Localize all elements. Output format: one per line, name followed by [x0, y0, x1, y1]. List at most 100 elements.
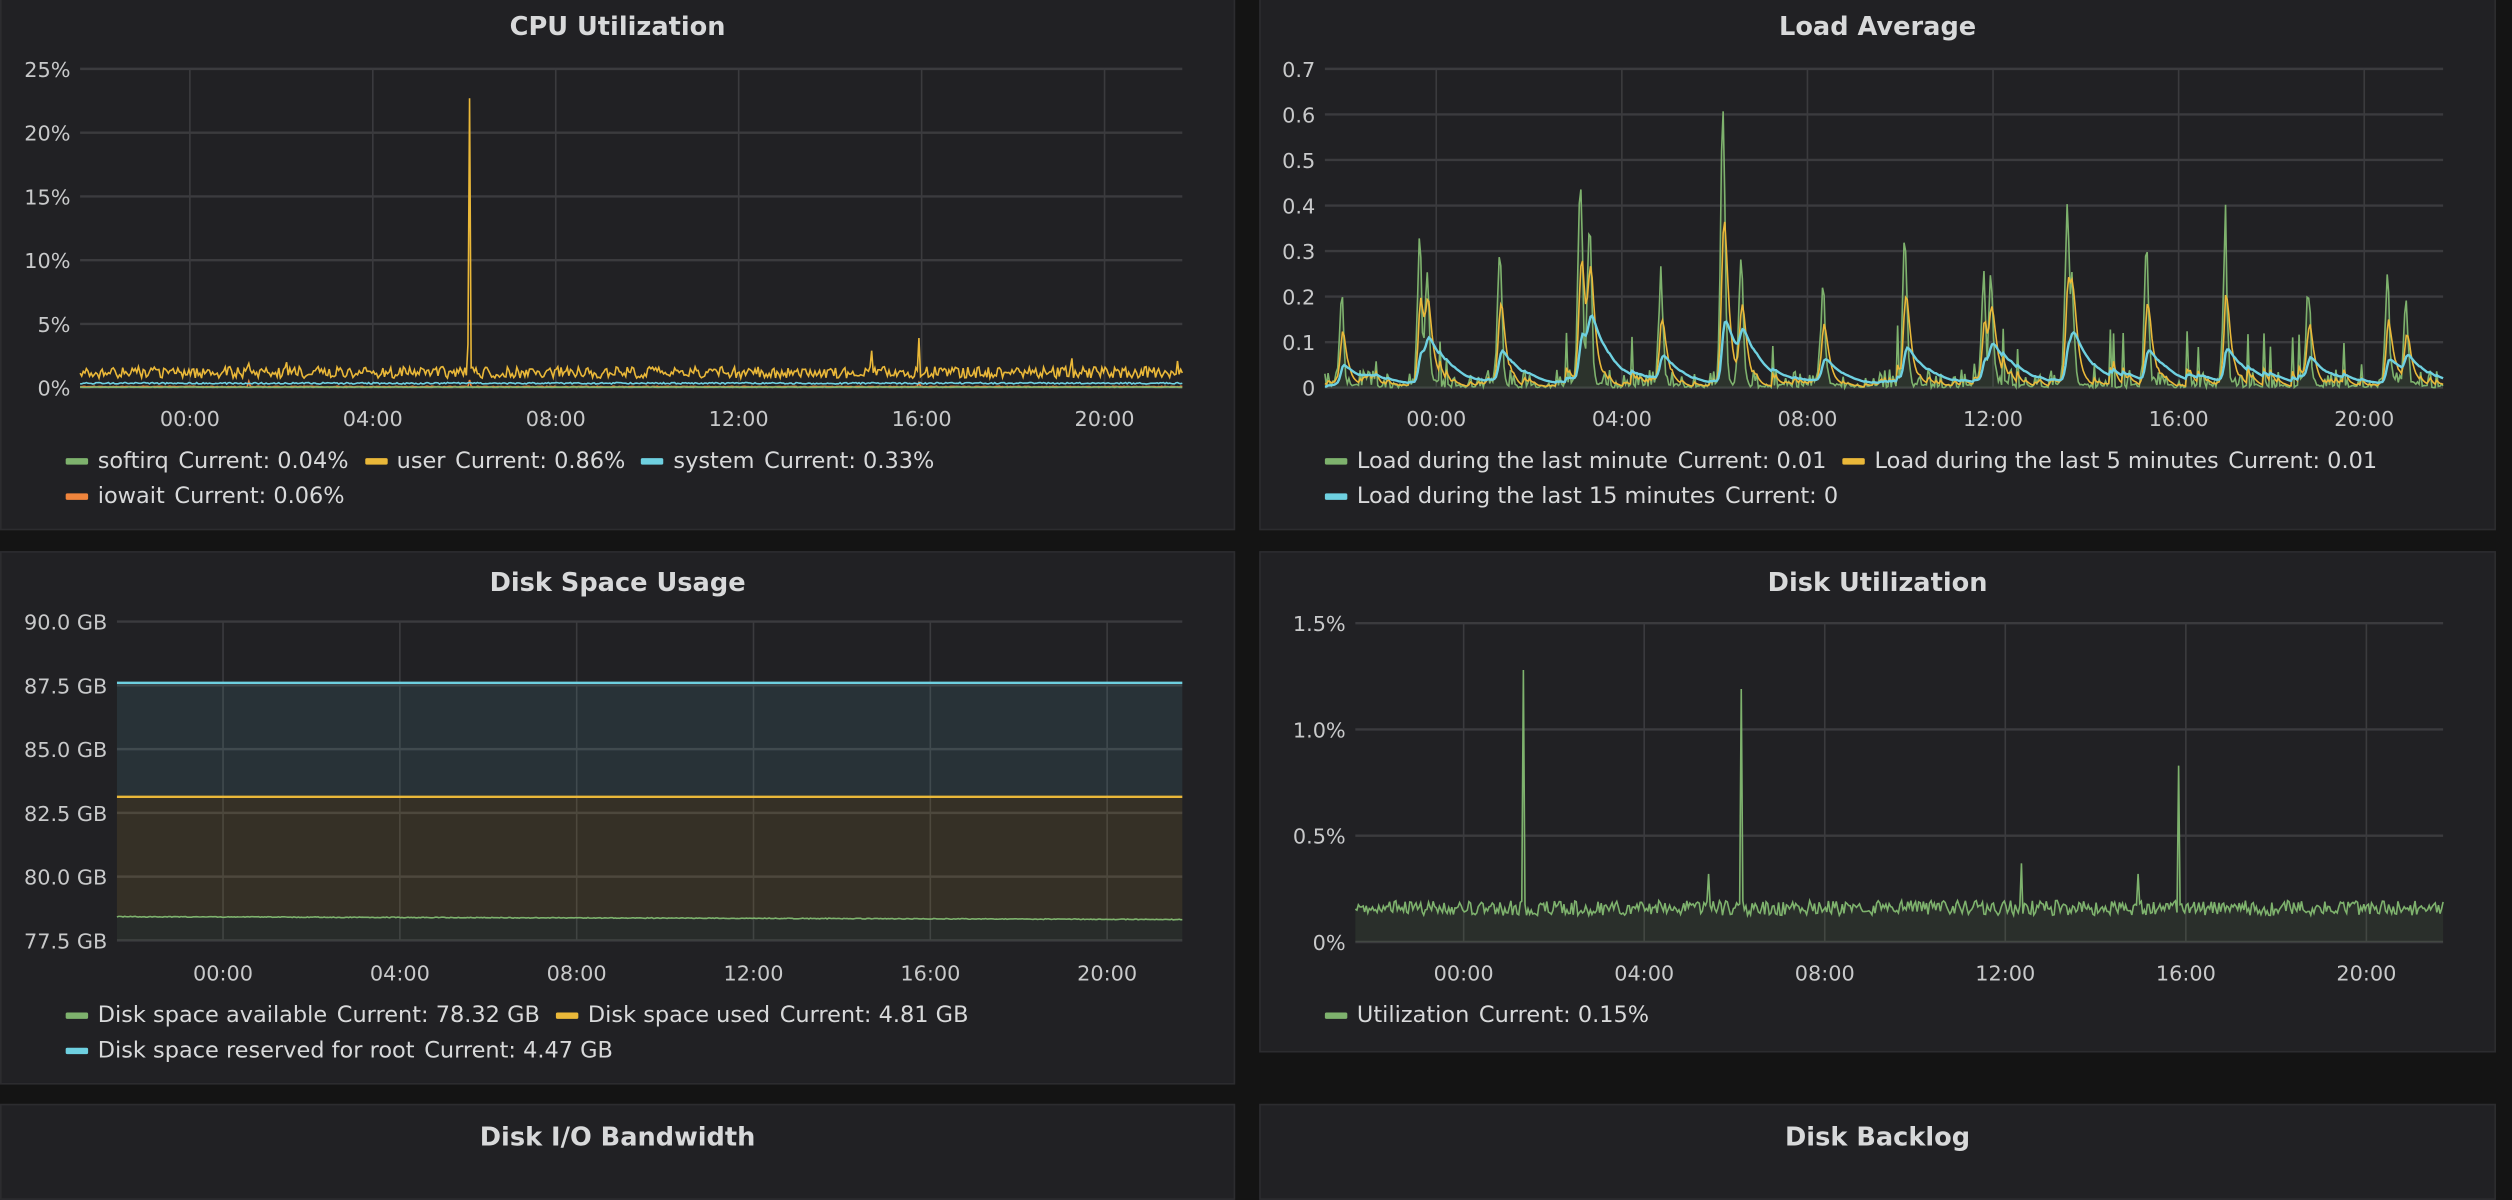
x-tick-label: 12:00	[724, 961, 784, 985]
series-area	[1325, 111, 2443, 387]
x-tick-label: 20:00	[1075, 407, 1135, 431]
y-tick-label: 0.5	[1282, 149, 1315, 173]
legend-color-swatch	[1842, 458, 1864, 464]
legend-current-value: Current: 0.33%	[764, 449, 934, 475]
y-tick-label: 0.2	[1282, 286, 1315, 310]
y-tick-label: 10%	[24, 249, 70, 273]
x-tick-label: 16:00	[900, 961, 960, 985]
disk-io-bandwidth-panel: Disk I/O Bandwidth	[0, 1104, 1235, 1200]
legend-current-value: Current: 0.15%	[1479, 1003, 1649, 1029]
x-tick-label: 08:00	[1777, 407, 1837, 431]
x-tick-label: 16:00	[2156, 961, 2216, 985]
legend-current-value: Current: 0.01	[1678, 449, 1827, 475]
x-tick-label: 12:00	[1975, 961, 2035, 985]
x-tick-label: 00:00	[160, 407, 220, 431]
x-tick-label: 12:00	[709, 407, 769, 431]
x-tick-label: 12:00	[1963, 407, 2023, 431]
legend-series-name: Disk space available	[98, 1003, 327, 1029]
x-tick-label: 20:00	[1077, 961, 1137, 985]
x-tick-label: 20:00	[2334, 407, 2394, 431]
series-area-reserved	[117, 683, 1182, 797]
x-tick-label: 04:00	[343, 407, 403, 431]
y-tick-label: 0.1	[1282, 331, 1315, 355]
series-line-user	[80, 98, 1182, 378]
x-tick-label: 20:00	[2336, 961, 2396, 985]
legend-series-name: system	[673, 449, 754, 475]
y-tick-label: 0	[1302, 377, 1315, 401]
y-tick-label: 15%	[24, 185, 70, 209]
legend-item[interactable]: Load during the last 15 minutes Current: …	[1325, 479, 1838, 514]
legend-series-name: Utilization	[1357, 1003, 1469, 1029]
x-tick-label: 04:00	[370, 961, 430, 985]
legend-item[interactable]: system Current: 0.33%	[641, 444, 934, 479]
y-tick-label: 82.5 GB	[24, 802, 107, 826]
legend-item[interactable]: Disk space used Current: 4.81 GB	[556, 998, 969, 1033]
legend-series-name: Disk space reserved for root	[98, 1038, 415, 1064]
y-tick-label: 0.7	[1282, 58, 1315, 82]
y-tick-label: 0.5%	[1293, 825, 1346, 849]
legend-current-value: Current: 0	[1725, 484, 1838, 510]
legend-series-name: Load during the last 15 minutes	[1357, 484, 1715, 510]
series-area-utilization	[1355, 670, 2443, 942]
x-tick-label: 08:00	[1795, 961, 1855, 985]
legend-item[interactable]: Load during the last minute Current: 0.01	[1325, 444, 1827, 479]
legend-series-name: Load during the last minute	[1357, 449, 1668, 475]
y-tick-label: 87.5 GB	[24, 674, 107, 698]
legend: Utilization Current: 0.15%	[1325, 998, 2446, 1033]
legend-series-name: iowait	[98, 484, 165, 510]
y-tick-label: 90.0 GB	[24, 611, 107, 635]
legend-color-swatch	[1325, 493, 1347, 499]
legend-series-name: softirq	[98, 449, 169, 475]
y-tick-label: 85.0 GB	[24, 738, 107, 762]
legend-color-swatch	[66, 1048, 88, 1054]
panel-title[interactable]: Disk I/O Bandwidth	[2, 1121, 1234, 1151]
y-tick-label: 0%	[1313, 931, 1346, 955]
legend-color-swatch	[66, 458, 88, 464]
legend-current-value: Current: 0.01	[2228, 449, 2377, 475]
x-tick-label: 04:00	[1614, 961, 1674, 985]
y-tick-label: 1.5%	[1293, 612, 1346, 636]
y-tick-label: 20%	[24, 122, 70, 146]
legend-color-swatch	[1325, 458, 1347, 464]
series-area-used	[117, 797, 1182, 920]
legend: Load during the last minute Current: 0.01…	[1325, 444, 2446, 514]
y-tick-label: 5%	[37, 313, 70, 337]
legend-item[interactable]: iowait Current: 0.06%	[66, 479, 345, 514]
legend-current-value: Current: 0.86%	[455, 449, 625, 475]
legend-color-swatch	[66, 493, 88, 499]
y-tick-label: 80.0 GB	[24, 866, 107, 890]
legend-color-swatch	[1325, 1012, 1347, 1018]
x-tick-label: 04:00	[1592, 407, 1652, 431]
x-tick-label: 08:00	[547, 961, 607, 985]
x-tick-label: 00:00	[1406, 407, 1466, 431]
x-tick-label: 08:00	[526, 407, 586, 431]
legend-color-swatch	[365, 458, 387, 464]
legend-item[interactable]: Load during the last 5 minutes Current: 0…	[1842, 444, 2377, 479]
x-tick-label: 00:00	[193, 961, 253, 985]
legend-current-value: Current: 0.06%	[174, 484, 344, 510]
legend-color-swatch	[66, 1012, 88, 1018]
x-tick-label: 16:00	[2149, 407, 2209, 431]
y-tick-label: 0%	[37, 377, 70, 401]
series-line-system	[80, 382, 1182, 384]
legend-color-swatch	[641, 458, 663, 464]
disk-backlog-panel: Disk Backlog	[1259, 1104, 2496, 1200]
panel-title[interactable]: Disk Backlog	[1261, 1121, 2495, 1151]
legend-item[interactable]: Utilization Current: 0.15%	[1325, 998, 1649, 1033]
legend-series-name: Load during the last 5 minutes	[1875, 449, 2219, 475]
series-area-available	[117, 916, 1182, 940]
legend-current-value: Current: 4.81 GB	[780, 1003, 969, 1029]
y-tick-label: 25%	[24, 58, 70, 82]
legend-series-name: Disk space used	[588, 1003, 770, 1029]
